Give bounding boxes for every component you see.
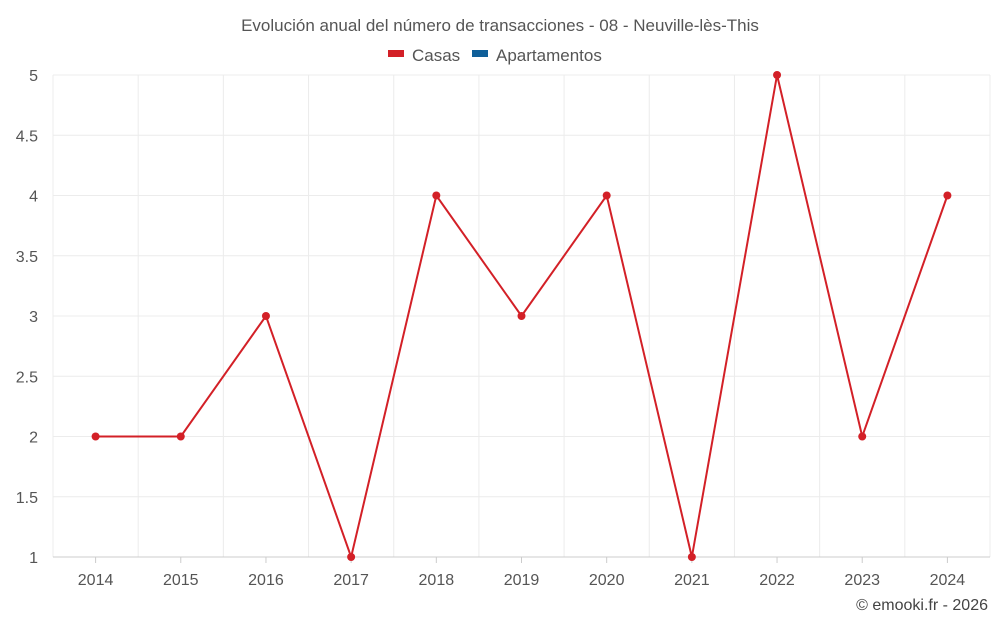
data-point-casas[interactable]: [176, 432, 185, 441]
chart-title: Evolución anual del número de transaccio…: [241, 16, 759, 35]
y-tick-label: 5: [29, 68, 38, 85]
y-tick-label: 3: [29, 309, 38, 326]
legend-swatch-casas: [388, 50, 404, 57]
x-tick-label: 2020: [589, 572, 625, 589]
x-tick-label: 2022: [759, 572, 795, 589]
y-tick-label: 4: [29, 189, 38, 206]
x-tick-label: 2015: [163, 572, 199, 589]
x-tick-label: 2024: [930, 572, 966, 589]
data-point-casas[interactable]: [517, 312, 526, 320]
y-tick-label: 4.5: [16, 128, 38, 145]
x-tick-label: 2021: [674, 572, 710, 589]
legend-swatch-apartamentos: [472, 50, 488, 57]
credit-text[interactable]: © emooki.fr - 2026: [856, 597, 988, 614]
data-point-casas[interactable]: [347, 553, 356, 561]
data-point-casas[interactable]: [687, 553, 696, 561]
legend-label-casas[interactable]: Casas: [412, 46, 460, 65]
x-tick-label: 2023: [844, 572, 880, 589]
legend-label-apartamentos[interactable]: Apartamentos: [496, 46, 602, 65]
y-tick-label: 3.5: [16, 249, 38, 266]
data-point-casas[interactable]: [858, 432, 867, 441]
y-tick-label: 2.5: [16, 369, 38, 386]
data-point-casas[interactable]: [943, 191, 952, 200]
data-point-casas[interactable]: [773, 71, 782, 79]
x-tick-label: 2019: [504, 572, 540, 589]
y-tick-label: 1: [29, 550, 38, 567]
y-tick-label: 1.5: [16, 490, 38, 507]
y-axis-ticks: 1 1.5 2 2.5 3 3.5 4 4.5 5: [16, 68, 38, 567]
x-tick-label: 2016: [248, 572, 284, 589]
x-axis-ticks: 2014 2015 2016 2017 2018 2019 2020 2021 2022 2023…: [78, 557, 966, 589]
data-point-casas[interactable]: [261, 312, 270, 320]
x-tick-label: 2017: [333, 572, 369, 589]
data-point-casas[interactable]: [602, 191, 611, 200]
series-group: [91, 71, 952, 561]
y-tick-label: 2: [29, 430, 38, 447]
x-tick-label: 2014: [78, 572, 114, 589]
data-point-casas[interactable]: [91, 432, 100, 441]
data-point-casas[interactable]: [432, 191, 441, 200]
x-tick-label: 2018: [419, 572, 455, 589]
legend: Casas Apartamentos: [388, 46, 602, 65]
